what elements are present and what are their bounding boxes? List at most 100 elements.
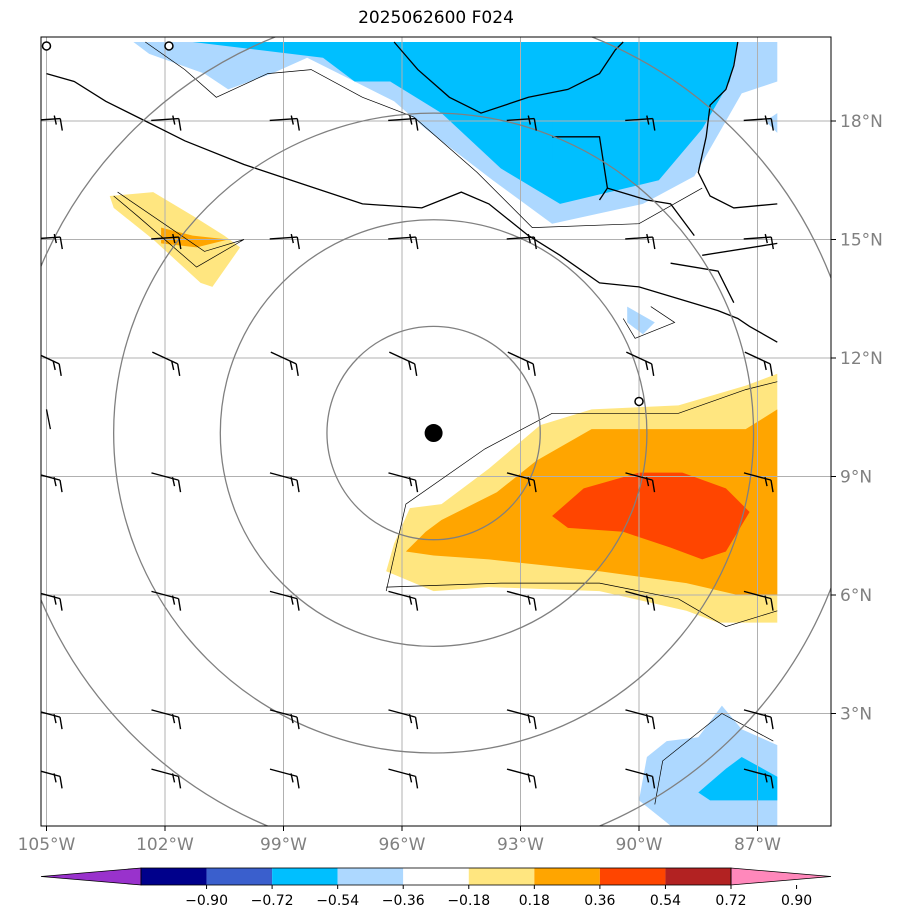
colorbar-segment	[272, 868, 338, 885]
barb-flag	[764, 713, 768, 724]
barb-flag	[177, 598, 182, 611]
wind-barb	[151, 115, 182, 131]
barb-flag	[59, 776, 63, 789]
wind-barb	[744, 351, 773, 377]
barb-shaft	[389, 351, 415, 365]
wind-barb	[506, 233, 537, 250]
barb-flag	[53, 115, 57, 125]
wind-barb	[41, 233, 63, 250]
wind-barb	[269, 472, 300, 493]
barb-flag	[53, 233, 57, 244]
station-marker	[164, 41, 174, 51]
barb-flag	[770, 480, 774, 493]
barb-shaft	[269, 236, 298, 240]
barb-flag	[408, 360, 412, 371]
wind-barb	[41, 474, 63, 493]
barb-flag	[764, 595, 768, 605]
barb-flag	[651, 717, 656, 730]
coastlines	[45, 41, 778, 805]
colorbar-tick-label: −0.36	[382, 893, 425, 909]
shaded-anomaly-layer	[109, 42, 778, 826]
barb-flag	[645, 595, 650, 605]
barb-flag	[296, 236, 300, 250]
colorbar-extend-high	[730, 867, 832, 886]
coastline	[607, 187, 695, 236]
barb-flag	[171, 360, 175, 371]
barb-flag	[53, 476, 57, 487]
barb-flag	[770, 717, 774, 730]
barb-flag	[650, 363, 655, 377]
contour-line	[145, 41, 703, 228]
lat-tick-label: 15°N	[840, 231, 883, 251]
barb-flag	[59, 118, 63, 131]
coastline	[702, 242, 778, 256]
barb-flag	[290, 773, 294, 783]
barb-flag	[290, 595, 294, 605]
wind-barb	[625, 590, 656, 611]
barb-flag	[764, 233, 768, 244]
barb-shaft	[41, 236, 61, 240]
barb-shaft	[743, 709, 772, 718]
wind-barb	[41, 592, 63, 611]
barb-flag	[290, 476, 294, 487]
colorbar-tick-label: 0.90	[781, 893, 812, 909]
barb-shaft	[151, 709, 179, 718]
wind-barb	[152, 351, 181, 377]
barb-shaft	[269, 768, 298, 778]
range-ring	[219, 219, 648, 647]
lon-tick-label: 102°W	[136, 835, 194, 855]
coastline	[670, 262, 735, 303]
barb-flag	[178, 236, 182, 250]
barb-flag	[177, 717, 182, 730]
wind-barb	[506, 115, 537, 131]
barb-flag	[413, 363, 418, 377]
colorbar-extend-low	[40, 867, 142, 886]
barb-flag	[764, 115, 768, 125]
colorbar-tick-label: −0.90	[185, 893, 228, 909]
barb-shaft	[41, 711, 61, 718]
barb-shaft	[506, 236, 535, 240]
wind-barb	[743, 709, 774, 730]
barb-flag	[527, 115, 531, 125]
colorbar-tick-label: −0.72	[251, 893, 294, 909]
barb-shaft	[506, 590, 535, 600]
barb-flag	[770, 776, 774, 789]
lon-tick-label: 105°W	[18, 835, 76, 855]
wind-barb	[269, 115, 300, 131]
barb-flag	[177, 776, 182, 789]
barb-flag	[290, 115, 294, 125]
shade-level	[161, 227, 229, 248]
barb-shaft	[269, 472, 298, 481]
lon-tick-label: 99°W	[260, 835, 307, 855]
barb-flag	[289, 360, 293, 371]
barb-shaft	[270, 351, 297, 365]
wind-barb	[743, 233, 774, 250]
wind-barb	[388, 115, 419, 131]
barb-flag	[172, 115, 176, 125]
lon-tick-label: 96°W	[379, 835, 426, 855]
colorbar-segment	[337, 868, 404, 885]
lat-tick-label: 18°N	[840, 112, 883, 132]
coastline	[393, 41, 624, 114]
wind-barb	[506, 709, 537, 730]
barb-flag	[290, 713, 294, 724]
lon-tick-label: 90°W	[616, 835, 663, 855]
barb-flag	[527, 773, 531, 783]
barb-flag	[176, 363, 181, 377]
barb-shaft	[151, 590, 179, 600]
barb-flag	[533, 118, 537, 131]
wind-barb	[506, 472, 537, 493]
barb-flag	[532, 363, 536, 377]
barb-flag	[527, 233, 531, 244]
map-frame	[40, 36, 832, 827]
barb-flag	[645, 476, 650, 487]
barb-shaft	[388, 590, 416, 600]
barb-flag	[415, 118, 419, 131]
barb-shaft	[41, 354, 60, 365]
barb-flag	[296, 717, 300, 730]
colorbar-frame	[140, 867, 732, 886]
barb-flag	[527, 476, 531, 487]
barb-flag	[764, 773, 768, 783]
barb-shaft	[41, 770, 61, 778]
